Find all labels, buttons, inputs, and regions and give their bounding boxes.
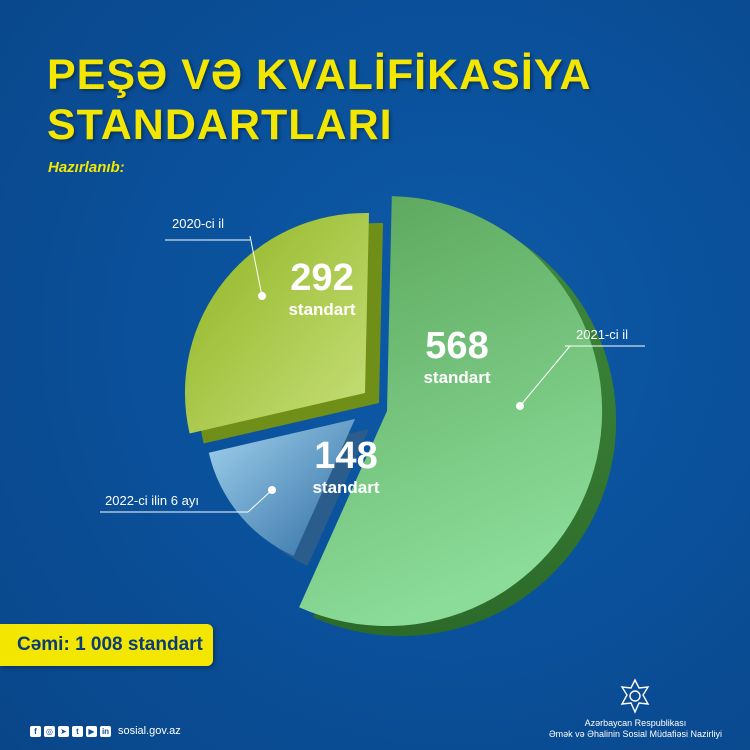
leader-line-2020 bbox=[249, 235, 263, 297]
data-label-unit-2021: standart bbox=[423, 368, 490, 387]
twitter-icon[interactable]: t bbox=[72, 725, 83, 737]
category-label-2022: 2022-ci ilin 6 ayı bbox=[105, 493, 199, 508]
facebook-icon[interactable]: f bbox=[30, 725, 41, 737]
pie-slice-2021 bbox=[299, 196, 603, 627]
ministry-line-2: Əmək və Əhalinin Sosial Müdafiəsi Nazirl… bbox=[548, 729, 722, 739]
data-label-value-2021: 568 bbox=[425, 325, 488, 367]
leader-line-2021 bbox=[519, 345, 571, 407]
data-label-unit-2020: standart bbox=[288, 300, 355, 319]
instagram-icon[interactable]: ◎ bbox=[44, 725, 55, 737]
youtube-icon[interactable]: ▶ bbox=[86, 725, 97, 737]
leader-line-2022 bbox=[247, 489, 273, 513]
ministry-line-1: Azərbaycan Respublikası bbox=[584, 718, 687, 728]
category-label-2020: 2020-ci il bbox=[172, 216, 224, 231]
data-label-unit-2022: standart bbox=[312, 478, 379, 497]
title-line-1: PEŞƏ VƏ KVALİFİKASİYA bbox=[47, 51, 592, 99]
page-title: PEŞƏ VƏ KVALİFİKASİYA STANDARTLARI bbox=[47, 50, 592, 150]
category-label-2021: 2021-ci il bbox=[576, 327, 628, 342]
pie-slice-2020 bbox=[184, 212, 369, 434]
data-label-value-2020: 292 bbox=[290, 257, 353, 299]
leader-dot-2022 bbox=[268, 486, 276, 494]
subtitle: Hazırlanıb: bbox=[48, 159, 125, 176]
social-links: f ◎ ➤ t ▶ in sosial.gov.az bbox=[30, 725, 181, 737]
pie-slice-2022 bbox=[208, 419, 355, 556]
data-label-value-2022: 148 bbox=[314, 435, 377, 477]
total-label: Cəmi: 1 008 standart bbox=[0, 624, 213, 666]
ministry-emblem-icon bbox=[620, 678, 650, 714]
website-link[interactable]: sosial.gov.az bbox=[118, 725, 181, 737]
leader-dot-2020 bbox=[258, 292, 266, 300]
linkedin-icon[interactable]: in bbox=[100, 725, 111, 737]
leader-dot-2021 bbox=[516, 402, 524, 410]
ministry-name: Azərbaycan Respublikası Əmək və Əhalinin… bbox=[549, 718, 722, 740]
title-line-2: STANDARTLARI bbox=[47, 101, 393, 149]
telegram-icon[interactable]: ➤ bbox=[58, 725, 69, 737]
